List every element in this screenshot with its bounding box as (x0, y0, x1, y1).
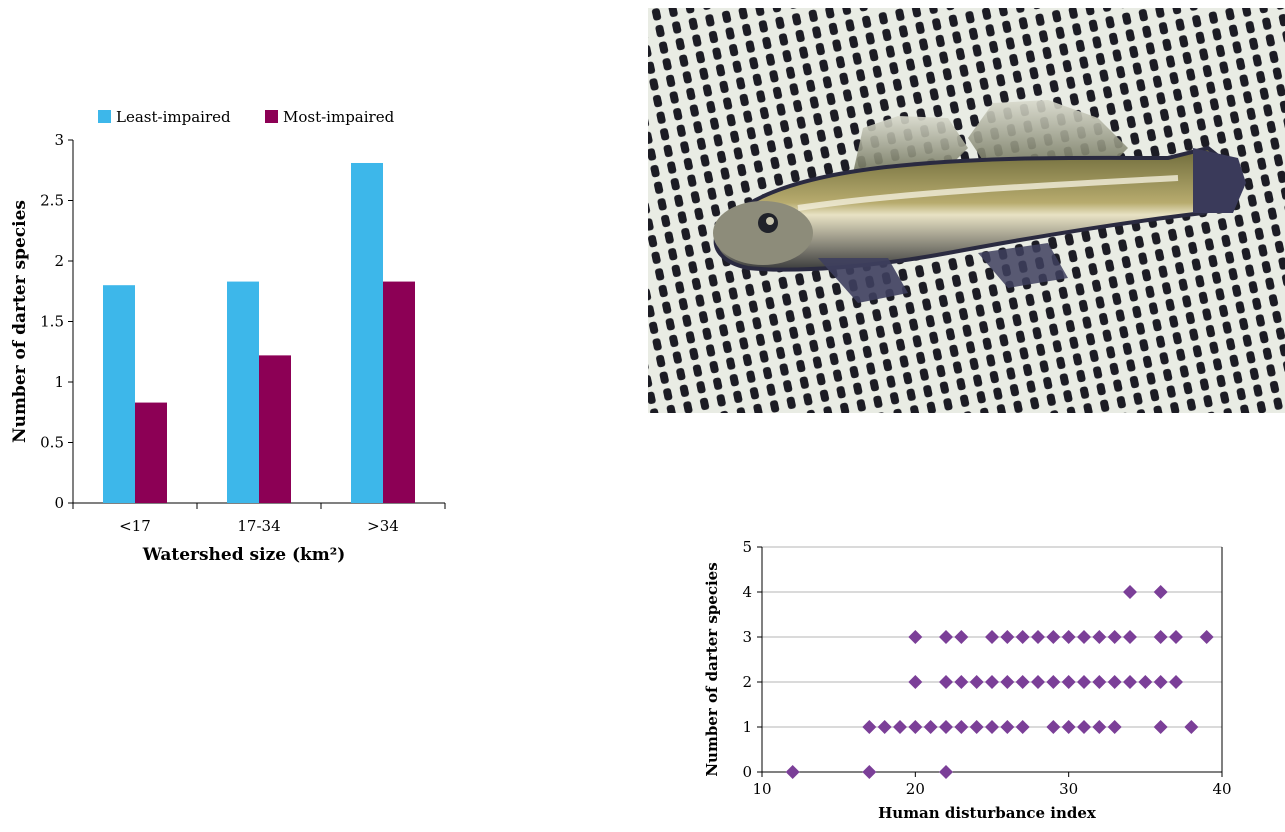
scatter-point (1092, 720, 1107, 734)
scatter-point (923, 720, 938, 734)
bar-least-impaired-1 (227, 281, 259, 503)
y-tick-label: 4 (742, 583, 752, 601)
scatter-point (1000, 720, 1015, 734)
y-tick-label: 1.5 (40, 313, 64, 331)
scatter-point (862, 720, 877, 734)
scatter-point (1184, 720, 1199, 734)
scatter-point (1031, 630, 1045, 644)
scatter-chart: 0 1 2 3 4 5 10 20 30 40 Human disturbance index Num… (703, 538, 1232, 822)
y-tick-label: 0 (54, 494, 64, 512)
x-tick-label: 10 (752, 780, 771, 798)
scatter-point (1000, 630, 1015, 644)
legend-swatch (265, 110, 278, 123)
scatter-point (1153, 720, 1168, 734)
y-tick-label: 3 (742, 628, 752, 646)
x-tick-label: 40 (1212, 780, 1231, 798)
bar-most-impaired-2 (383, 281, 415, 503)
y-tick-label: 2 (54, 252, 64, 270)
scatter-point (877, 720, 892, 734)
legend-label: Least-impaired (116, 108, 231, 126)
x-tick-label: 17-34 (237, 517, 280, 535)
scatter-point (1061, 675, 1076, 689)
scatter-point (985, 720, 999, 734)
scatter-point (1123, 630, 1137, 644)
scatter-point (908, 675, 923, 689)
y-tick-label: 0.5 (40, 434, 64, 452)
scatter-point (1123, 675, 1137, 689)
darter-fish-photo (648, 8, 1285, 413)
y-tick-label: 1 (54, 373, 64, 391)
scatter-point (1153, 630, 1168, 644)
x-tick-label: <17 (119, 517, 151, 535)
scatter-point (954, 630, 969, 644)
scatter-point (1092, 675, 1107, 689)
scatter-point (1123, 585, 1137, 599)
legend-label: Most-impaired (283, 108, 395, 126)
y-tick-label: 1 (742, 718, 752, 736)
scatter-point (1107, 720, 1122, 734)
x-tick-label: >34 (367, 517, 399, 535)
y-tick-label: 2 (742, 673, 752, 691)
scatter-point (1046, 675, 1061, 689)
scatter-point (1153, 675, 1168, 689)
scatter-point (939, 630, 953, 644)
x-tick-label: 20 (906, 780, 925, 798)
scatter-point (1015, 630, 1030, 644)
scatter-point (1092, 630, 1107, 644)
scatter-point (969, 720, 984, 734)
bar-most-impaired-0 (135, 402, 167, 503)
scatter-point (1199, 630, 1214, 644)
scatter-point (1046, 720, 1061, 734)
scatter-point (1061, 630, 1076, 644)
scatter-point (1107, 675, 1122, 689)
scatter-point (785, 765, 800, 779)
bar-least-impaired-2 (351, 162, 383, 503)
scatter-point (1169, 630, 1183, 644)
scatter-point (1015, 720, 1030, 734)
scatter-point (1169, 675, 1183, 689)
bar-most-impaired-1 (259, 355, 291, 503)
y-tick-label: 3 (54, 131, 64, 149)
y-tick-label: 2.5 (40, 192, 64, 210)
legend-swatch (98, 110, 111, 123)
scatter-point (1046, 630, 1061, 644)
scatter-point (1107, 630, 1122, 644)
scatter-point (1015, 675, 1030, 689)
scatter-point (969, 675, 984, 689)
scatter-point (1138, 675, 1153, 689)
bar-least-impaired-0 (103, 285, 135, 503)
scatter-point (1061, 720, 1076, 734)
scatter-point (954, 720, 969, 734)
scatter-point (939, 675, 953, 689)
scatter-point (985, 675, 999, 689)
scatter-point (939, 720, 953, 734)
y-tick-label: 5 (742, 538, 752, 556)
scatter-point (1000, 675, 1015, 689)
scatter-point (908, 630, 923, 644)
scatter-point (908, 720, 923, 734)
scatter-point (954, 675, 969, 689)
scatter-point (1077, 675, 1091, 689)
scatter-point (1077, 720, 1091, 734)
scatter-point (1031, 675, 1045, 689)
x-axis-title: Human disturbance index (878, 804, 1097, 822)
scatter-point (862, 765, 877, 779)
scatter-point (985, 630, 999, 644)
bar-chart: 0 0.5 1 1.5 2 2.5 3 <17 17-34 >34 Watershed size (… (10, 108, 446, 565)
scatter-point (939, 765, 953, 779)
y-axis-title: Number of darter species (10, 200, 30, 443)
x-tick-label: 30 (1059, 780, 1078, 798)
scatter-point (1077, 630, 1091, 644)
scatter-point (1153, 585, 1168, 599)
y-tick-label: 0 (742, 763, 752, 781)
scatter-point (893, 720, 907, 734)
y-axis-title: Number of darter species (703, 562, 721, 776)
x-axis-title: Watershed size (km²) (142, 545, 346, 565)
